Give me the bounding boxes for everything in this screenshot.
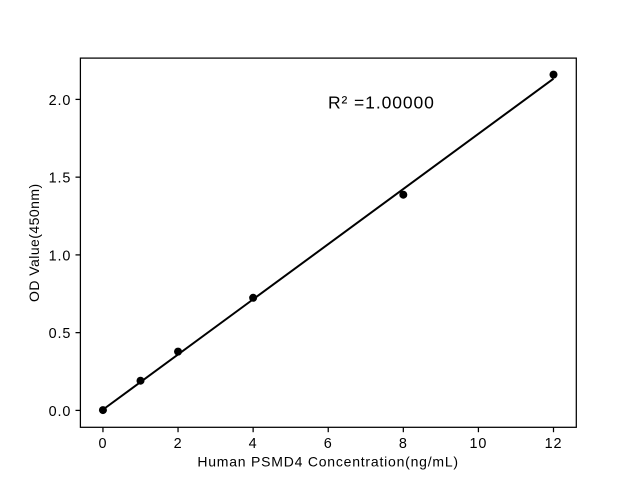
svg-text:Human PSMD4 Concentration(ng/m: Human PSMD4 Concentration(ng/mL) xyxy=(197,453,459,469)
svg-text:12: 12 xyxy=(545,436,563,452)
svg-text:0.5: 0.5 xyxy=(49,326,72,342)
svg-text:2.0: 2.0 xyxy=(49,93,72,109)
svg-text:1.0: 1.0 xyxy=(49,248,72,264)
svg-text:6: 6 xyxy=(324,436,333,452)
svg-text:OD Value(450nm): OD Value(450nm) xyxy=(26,183,42,302)
svg-text:10: 10 xyxy=(470,436,488,452)
svg-text:0: 0 xyxy=(98,436,107,452)
svg-text:0.0: 0.0 xyxy=(49,404,72,420)
svg-text:4: 4 xyxy=(249,436,258,452)
svg-text:8: 8 xyxy=(399,436,408,452)
svg-text:2: 2 xyxy=(174,436,183,452)
svg-text:1.5: 1.5 xyxy=(49,171,72,187)
svg-text:R² =1.00000: R² =1.00000 xyxy=(328,92,435,112)
